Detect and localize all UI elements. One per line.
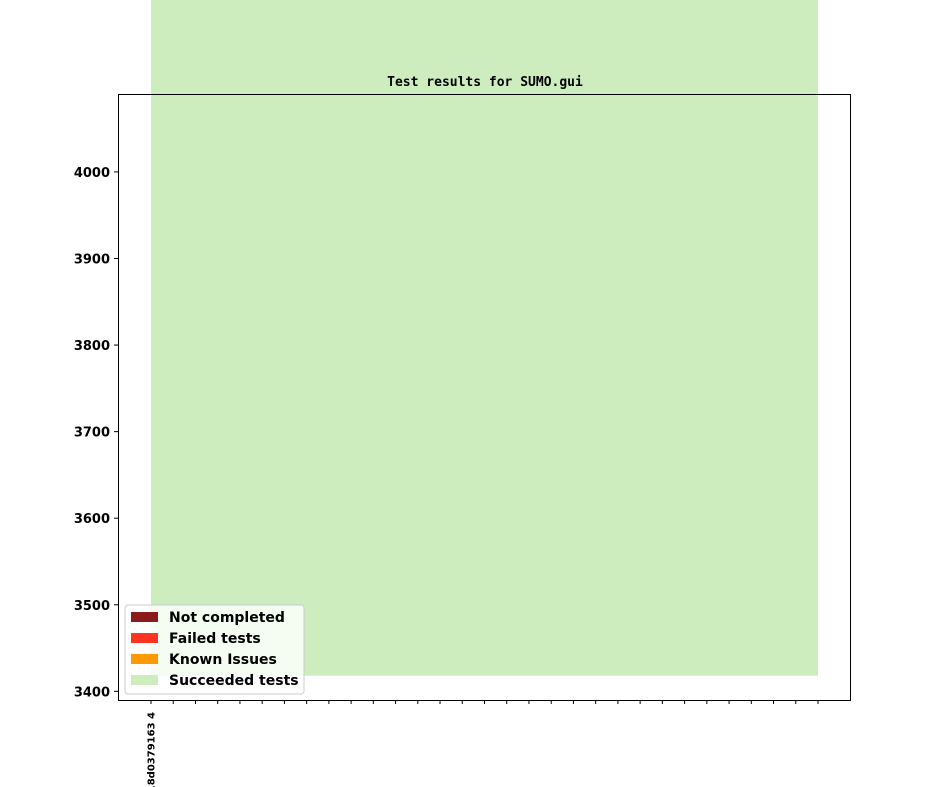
legend-label-failed-tests: Failed tests [169,631,261,647]
y-axis: 3400 3500 3600 3700 3800 3900 4000 [74,166,118,700]
x-axis: 18d0379163 4 [147,700,819,787]
legend-label-known-issues: Known Issues [169,652,277,668]
legend-swatch-failed-tests [131,633,158,643]
y-tick-label-3500: 3500 [74,599,110,614]
y-tick-label-3400: 3400 [74,685,110,700]
legend-swatch-succeeded-tests [131,675,158,685]
y-tick-label-4000: 4000 [74,166,110,181]
legend: Not completed Failed tests Known Issues Suc… [124,604,305,695]
y-tick-label-3800: 3800 [74,339,110,354]
legend-swatch-not-completed [131,612,158,622]
legend-box [124,604,305,695]
area-succeeded-tests [151,0,818,676]
x-tick-label: 18d0379163 4 [147,712,158,787]
chart-title: Test results for SUMO.gui [387,75,583,90]
legend-swatch-known-issues [131,654,158,664]
y-tick-label-3900: 3900 [74,252,110,267]
y-tick-label-3700: 3700 [74,426,110,441]
plot-areas [151,0,818,676]
legend-label-not-completed: Not completed [169,610,285,626]
y-tick-label-3600: 3600 [74,512,110,527]
legend-label-succeeded-tests: Succeeded tests [169,673,299,689]
